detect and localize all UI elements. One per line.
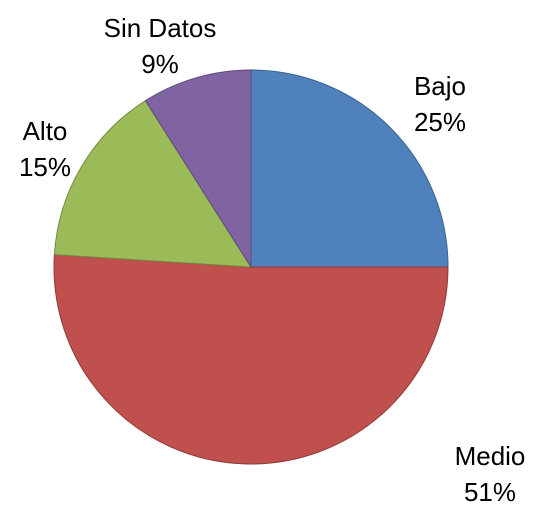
- slice-value-label: 51%: [464, 477, 516, 506]
- slice-value-label: 25%: [414, 107, 466, 137]
- pie-slice: [53, 99, 252, 268]
- slice-label: Bajo: [414, 71, 466, 101]
- slice-value-label: 9%: [141, 49, 179, 79]
- slice-value-label: 15%: [19, 152, 71, 182]
- slice-label: Sin Datos: [104, 13, 217, 43]
- slice-label: Medio: [455, 441, 526, 471]
- pie-slice: [144, 69, 252, 269]
- pie-slice: [53, 254, 449, 465]
- slice-label: Alto: [23, 116, 68, 146]
- pie-slice: [250, 69, 449, 268]
